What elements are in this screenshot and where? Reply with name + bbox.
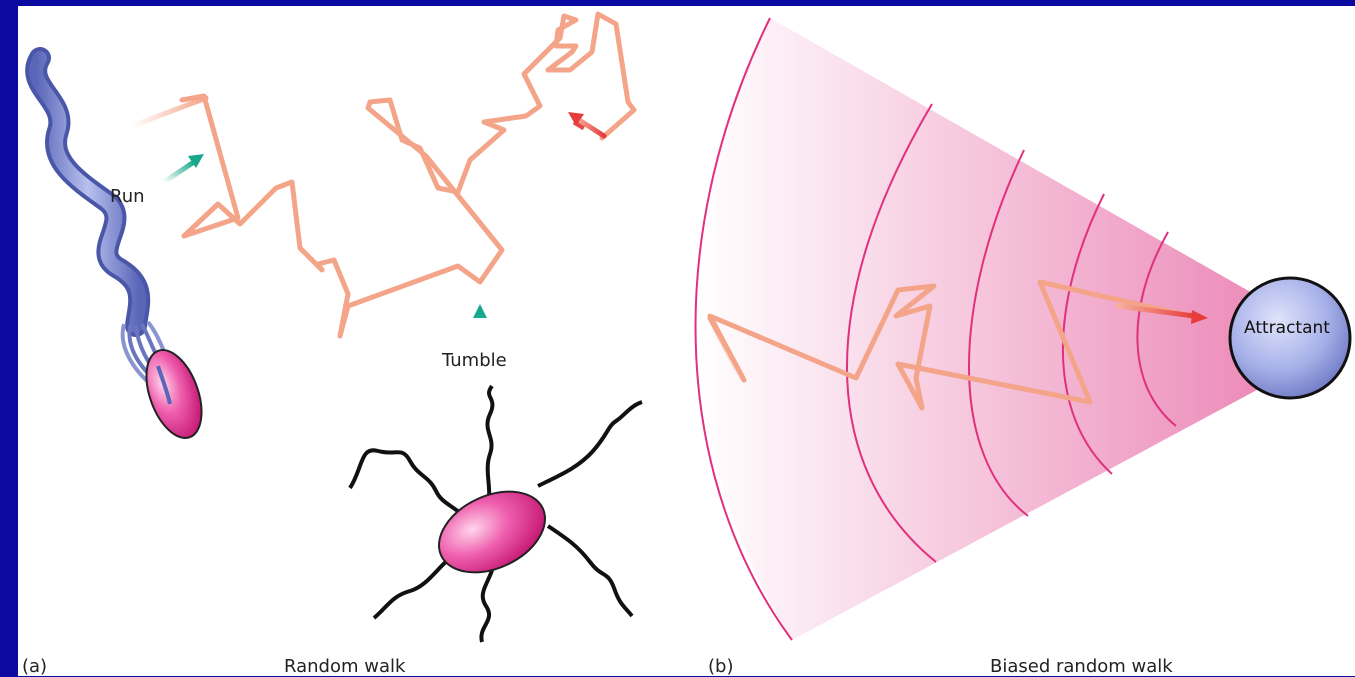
- attractant-circle: [1228, 276, 1352, 400]
- tumble-arrow: [473, 304, 487, 343]
- tumble-label: Tumble: [442, 350, 507, 371]
- panel-b-caption: Biased random walk: [990, 656, 1173, 677]
- panel-a-letter: (a): [22, 656, 48, 677]
- walk-end-arrow: [568, 112, 607, 139]
- panel-b-letter: (b): [708, 656, 734, 677]
- tumbling-cell: [348, 384, 643, 643]
- biased-walk-end-arrow: [1115, 303, 1208, 324]
- panel-a: [25, 11, 643, 643]
- panel-b: [694, 17, 1352, 641]
- panel-a-caption: Random walk: [284, 656, 406, 677]
- biased-walk-path: [707, 279, 1201, 411]
- gradient-fan: [696, 18, 1268, 640]
- figure-svg: [25, 11, 1352, 643]
- figure-canvas: Run Tumble (a) Random walk (b) Biased ra…: [18, 6, 1355, 676]
- run-arrow: [161, 154, 204, 185]
- run-label: Run: [110, 186, 145, 207]
- flagellar-bundle: [25, 47, 180, 396]
- random-walk-path: [179, 11, 637, 339]
- attractant-label: Attractant: [1244, 318, 1330, 338]
- concentration-gradient-lines: [694, 17, 1177, 641]
